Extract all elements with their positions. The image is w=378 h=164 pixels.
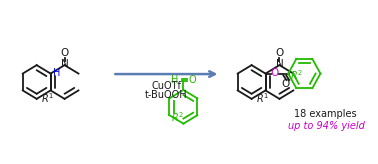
Text: O: O	[60, 48, 69, 58]
Text: 18 examples: 18 examples	[294, 109, 357, 119]
Text: $R^1$: $R^1$	[41, 92, 54, 105]
Text: O: O	[271, 68, 279, 78]
Text: $R^2$: $R^2$	[171, 110, 184, 124]
Text: H: H	[171, 75, 179, 85]
Text: $R^1$: $R^1$	[256, 92, 269, 105]
Text: O: O	[188, 75, 196, 85]
Text: CuOTf: CuOTf	[152, 81, 181, 91]
Text: O: O	[281, 80, 290, 90]
Text: $R^2$: $R^2$	[290, 69, 303, 82]
Text: H: H	[53, 68, 61, 78]
Text: O: O	[275, 48, 284, 58]
Text: N: N	[61, 59, 68, 69]
Text: t-BuOOH: t-BuOOH	[145, 90, 188, 100]
Text: up to 94% yield: up to 94% yield	[288, 121, 364, 131]
Text: N: N	[276, 59, 284, 69]
